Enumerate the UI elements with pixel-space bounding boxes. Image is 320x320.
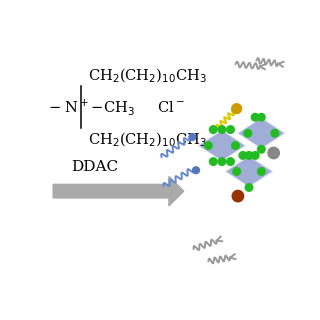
Point bbox=[246, 185, 252, 190]
Point bbox=[252, 153, 258, 158]
Point bbox=[234, 106, 239, 111]
Point bbox=[236, 194, 241, 199]
Point bbox=[246, 153, 252, 158]
Point bbox=[259, 115, 264, 120]
Point bbox=[272, 131, 277, 136]
Polygon shape bbox=[237, 117, 286, 149]
Point bbox=[233, 143, 238, 148]
Point bbox=[252, 115, 258, 120]
Point bbox=[228, 159, 233, 164]
Text: DDAC: DDAC bbox=[71, 160, 119, 173]
Point bbox=[219, 127, 224, 132]
Text: $-$ N$^+$$-$CH$_3$: $-$ N$^+$$-$CH$_3$ bbox=[48, 97, 135, 117]
Point bbox=[228, 127, 233, 132]
Point bbox=[271, 150, 276, 156]
Polygon shape bbox=[224, 156, 274, 188]
Text: Cl$^-$: Cl$^-$ bbox=[156, 100, 184, 115]
Point bbox=[194, 168, 199, 173]
Point bbox=[259, 147, 264, 152]
Text: CH$_2$(CH$_2$)$_{10}$CH$_3$: CH$_2$(CH$_2$)$_{10}$CH$_3$ bbox=[88, 130, 206, 148]
Point bbox=[245, 131, 250, 136]
Point bbox=[234, 169, 239, 174]
Point bbox=[206, 143, 211, 148]
Text: CH$_2$(CH$_2$)$_{10}$CH$_3$: CH$_2$(CH$_2$)$_{10}$CH$_3$ bbox=[88, 66, 206, 84]
Polygon shape bbox=[197, 130, 246, 162]
Point bbox=[240, 153, 245, 158]
Point bbox=[211, 159, 216, 164]
Point bbox=[219, 159, 224, 164]
Point bbox=[211, 127, 216, 132]
Point bbox=[259, 169, 264, 174]
Point bbox=[190, 134, 195, 140]
FancyArrow shape bbox=[53, 176, 184, 206]
